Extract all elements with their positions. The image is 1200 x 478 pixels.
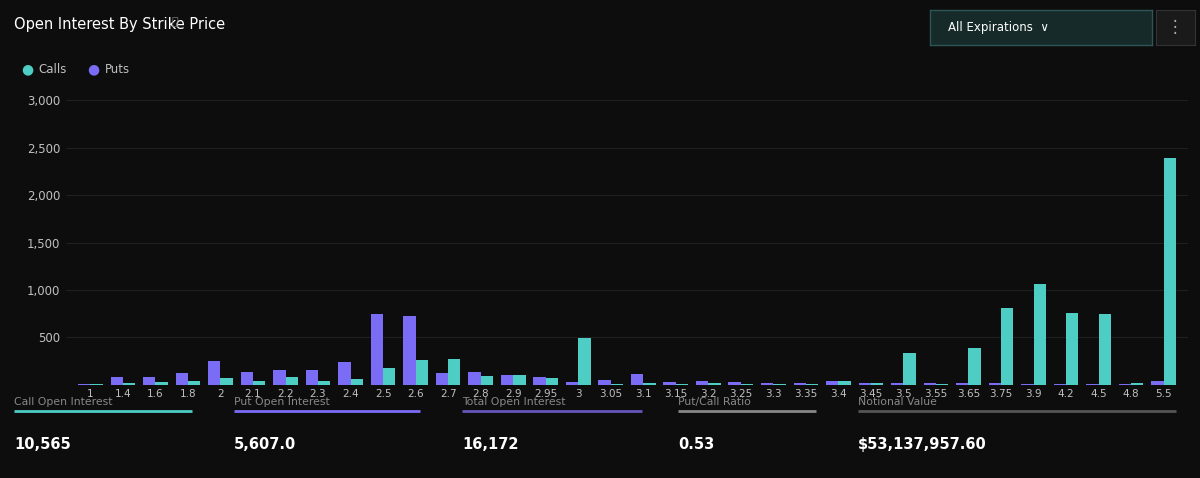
Bar	[208, 361, 221, 385]
Bar	[956, 383, 968, 385]
Bar	[611, 384, 623, 385]
Bar	[566, 382, 578, 385]
Bar	[1086, 384, 1098, 385]
Bar	[175, 373, 188, 385]
Bar	[500, 375, 514, 385]
Bar	[403, 315, 415, 385]
Bar	[221, 378, 233, 385]
Bar	[481, 376, 493, 385]
Bar	[664, 382, 676, 385]
Text: ⓘ: ⓘ	[172, 17, 179, 27]
Text: Put/Call Ratio: Put/Call Ratio	[678, 397, 751, 407]
Bar	[533, 377, 546, 385]
Text: Call Open Interest: Call Open Interest	[14, 397, 113, 407]
Bar	[936, 384, 948, 385]
Bar	[371, 314, 383, 385]
Text: Open Interest By Strike Price: Open Interest By Strike Price	[14, 17, 226, 32]
Bar	[350, 379, 362, 385]
Text: 10,565: 10,565	[14, 437, 71, 452]
Bar	[156, 382, 168, 385]
Text: Total Open Interest: Total Open Interest	[462, 397, 565, 407]
Bar	[578, 338, 590, 385]
Bar	[904, 353, 916, 385]
Bar	[892, 383, 904, 385]
Bar	[696, 381, 708, 385]
Text: Put Open Interest: Put Open Interest	[234, 397, 330, 407]
Bar	[468, 372, 481, 385]
Bar	[514, 375, 526, 385]
Bar	[871, 383, 883, 385]
Text: Calls: Calls	[38, 63, 67, 76]
Bar	[1066, 313, 1079, 385]
Bar	[1021, 384, 1033, 385]
Bar	[274, 369, 286, 385]
Bar	[286, 377, 298, 385]
Bar	[1164, 158, 1176, 385]
Bar	[1033, 284, 1046, 385]
Bar	[253, 380, 265, 385]
Bar	[188, 381, 200, 385]
Bar	[793, 383, 806, 385]
Bar	[1001, 308, 1013, 385]
Text: All Expirations  ∨: All Expirations ∨	[948, 21, 1049, 34]
Bar	[143, 377, 156, 385]
Text: ●: ●	[22, 62, 34, 76]
Text: Puts: Puts	[104, 63, 130, 76]
Bar	[448, 359, 461, 385]
Bar	[241, 372, 253, 385]
Bar	[546, 378, 558, 385]
Bar	[122, 383, 136, 385]
Bar	[383, 368, 396, 385]
Bar	[924, 383, 936, 385]
Bar	[318, 380, 330, 385]
Bar	[643, 383, 655, 385]
Bar	[1054, 384, 1066, 385]
Bar	[826, 381, 839, 385]
Text: ⋮: ⋮	[1168, 19, 1183, 36]
Bar	[1151, 380, 1164, 385]
Bar	[599, 380, 611, 385]
Bar	[806, 384, 818, 385]
Text: 16,172: 16,172	[462, 437, 518, 452]
Text: $53,137,957.60: $53,137,957.60	[858, 437, 986, 452]
Bar	[338, 362, 350, 385]
Bar	[415, 360, 428, 385]
Bar	[676, 384, 688, 385]
Bar	[728, 382, 740, 385]
Text: Notional Value: Notional Value	[858, 397, 937, 407]
Text: 5,607.0: 5,607.0	[234, 437, 296, 452]
Bar	[989, 383, 1001, 385]
Bar	[968, 348, 980, 385]
Bar	[1098, 314, 1111, 385]
Bar	[306, 369, 318, 385]
Bar	[858, 383, 871, 385]
Bar	[708, 383, 721, 385]
Bar	[773, 384, 786, 385]
Bar	[631, 374, 643, 385]
Bar	[761, 383, 773, 385]
Bar	[110, 377, 122, 385]
Bar	[839, 381, 851, 385]
Text: ●: ●	[88, 62, 100, 76]
Bar	[436, 373, 448, 385]
Text: 0.53: 0.53	[678, 437, 714, 452]
Bar	[1132, 383, 1144, 385]
